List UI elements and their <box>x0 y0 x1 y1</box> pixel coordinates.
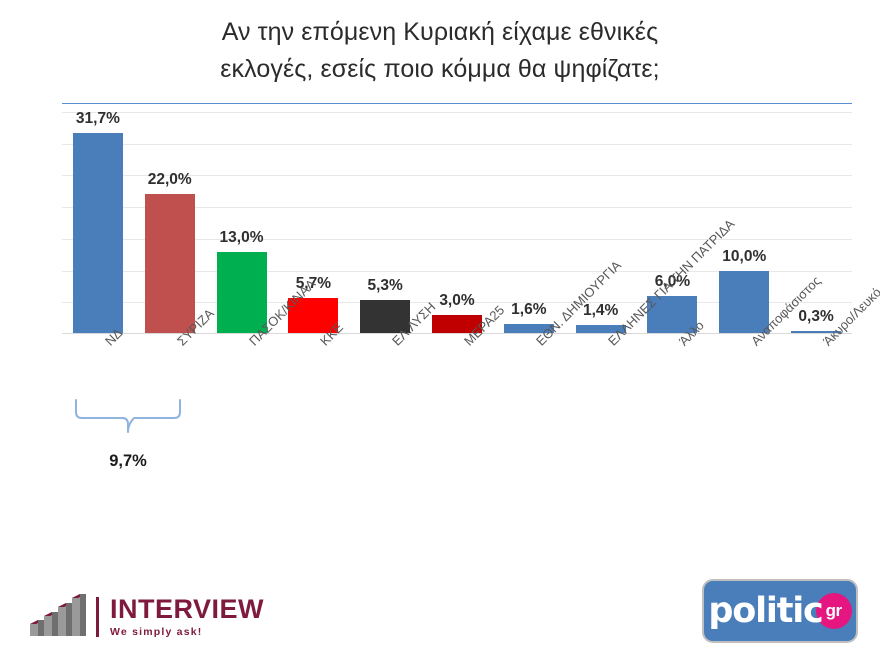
bar-value-label: 31,7% <box>75 109 120 127</box>
bar-slot: 6,0% <box>637 112 709 334</box>
bar-ΜΕΡΑ25[interactable] <box>431 314 482 334</box>
bar-value-label: 5,7% <box>295 274 332 292</box>
bar-value-label: 22,0% <box>147 171 192 189</box>
interview-logo-tagline: We simply ask! <box>110 626 203 639</box>
gridline <box>62 302 852 304</box>
bar-slot: 31,7% <box>62 109 134 334</box>
politic-gr-logo: politic gr <box>702 579 858 643</box>
bar-slot: 3,0% <box>421 112 493 334</box>
bar-slot: 22,0% <box>134 112 206 334</box>
bar-Άκυρο/Λευκό[interactable] <box>791 331 842 334</box>
bar-slot: 1,4% <box>565 112 637 334</box>
bar-value-label: 10,0% <box>722 247 767 265</box>
gap-value-label: 9,7% <box>109 452 147 470</box>
gridline <box>62 238 852 240</box>
interview-logo-divider <box>96 597 99 637</box>
chart-title-line-2: εκλογές, εσείς ποιο κόμμα θα ψηφίζατε; <box>220 55 660 83</box>
chart-baseline <box>62 333 852 334</box>
gridline <box>62 112 852 113</box>
bar-value-label: 3,0% <box>439 291 475 309</box>
gridline <box>62 270 852 272</box>
bar-ΚΚΕ[interactable] <box>288 297 339 334</box>
bar-value-label: 5,3% <box>367 277 403 295</box>
bar-ΕΛΛΗΝΕΣ ΓΙΑ ΤΗΝ ΠΑΤΡΙΔΑ[interactable] <box>575 325 626 334</box>
bar-ΣΥΡΙΖΑ[interactable] <box>144 194 195 334</box>
bar-slot: 10,0% <box>708 112 780 334</box>
bar-value-label: 6,0% <box>654 272 691 290</box>
politic-logo-word: politic <box>708 591 823 631</box>
politic-logo-inner: politic gr <box>708 591 852 631</box>
bar-value-label: 0,3% <box>798 308 834 325</box>
chart-title: Αν την επόμενη Κυριακή είχαμε εθνικές εκ… <box>0 14 880 88</box>
bar-value-label: 13,0% <box>219 228 264 246</box>
politic-logo-suffix: gr <box>825 601 843 620</box>
chart-title-line-1: Αν την επόμενη Κυριακή είχαμε εθνικές <box>221 18 659 46</box>
bar-ΕΛ.ΛΥΣΗ[interactable] <box>360 300 411 334</box>
gridline <box>62 143 852 145</box>
gap-brace-annotation <box>72 398 184 434</box>
bar-value-label: 1,6% <box>511 300 547 318</box>
bar-slot: 5,3% <box>349 112 421 334</box>
title-divider-rule <box>62 103 852 104</box>
bar-slot: 13,0% <box>206 112 278 334</box>
bar-slot: 1,6% <box>493 112 565 334</box>
interview-logo: INTERVIEW We simply ask! <box>28 592 264 642</box>
bar-Άλλο[interactable] <box>647 295 698 334</box>
gridline <box>62 175 852 177</box>
interview-bars-icon <box>30 594 86 636</box>
bar-slot: 5,7% <box>277 112 349 334</box>
interview-logo-text: INTERVIEW We simply ask! <box>110 596 264 638</box>
gridline <box>62 207 852 209</box>
politic-logo-circle: gr <box>815 593 852 629</box>
bar-Αναποφάσιστος[interactable] <box>719 270 770 334</box>
interview-logo-name: INTERVIEW <box>110 594 265 625</box>
bar-ΠΑΣΟΚ/ΚΙΝΑΛ[interactable] <box>216 251 267 334</box>
brace-icon <box>75 399 181 433</box>
chart-plot-area: 31,7% 22,0% 13,0% 5,7% 5,3% 3,0% 1,6% 1,4% 6,0% 1… <box>62 109 852 334</box>
bar-ΕΘΝ. ΔΗΜΙΟΥΡΓΙΑ[interactable] <box>503 323 554 334</box>
bar-ΝΔ[interactable] <box>72 132 123 334</box>
bar-value-label: 1,4% <box>582 302 619 320</box>
bar-slot: 0,3% <box>780 112 852 334</box>
